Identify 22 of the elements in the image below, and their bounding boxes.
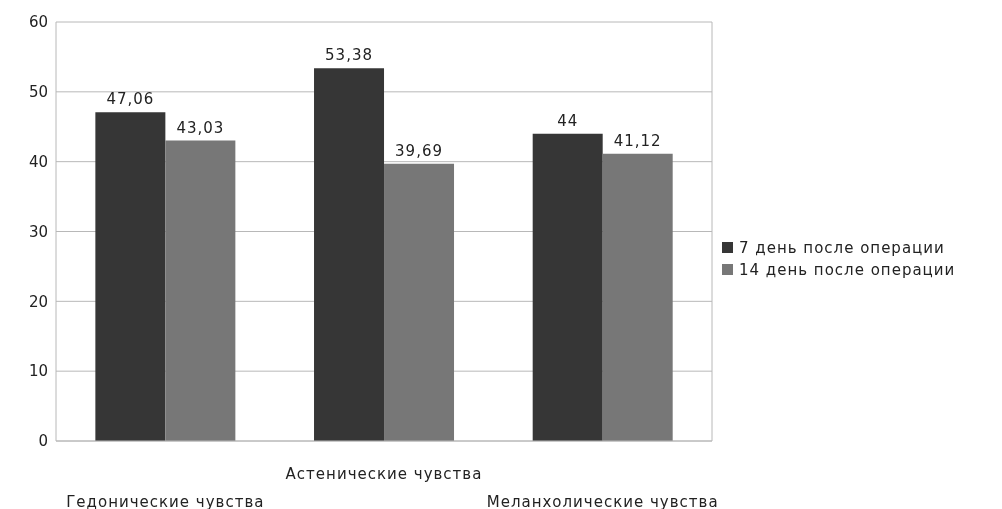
data-label: 47,06 — [106, 90, 155, 109]
y-tick-label: 50 — [28, 83, 48, 102]
bar — [165, 140, 236, 441]
data-label: 44 — [557, 111, 579, 130]
y-tick-label: 30 — [28, 222, 48, 241]
x-tick-label: Астенические чувства — [285, 465, 483, 483]
y-tick-label: 0 — [38, 432, 48, 451]
legend-label: 14 день после операции — [739, 260, 956, 279]
data-label: 41,12 — [613, 131, 662, 150]
bar — [314, 68, 385, 441]
data-label: 39,69 — [395, 141, 443, 160]
y-tick-label: 40 — [28, 152, 48, 171]
y-tick-label: 60 — [28, 13, 48, 32]
data-label: 53,38 — [325, 46, 373, 65]
bar — [532, 133, 603, 441]
legend-label: 7 день после операции — [739, 238, 945, 257]
y-tick-label: 10 — [28, 362, 48, 381]
bar — [95, 112, 166, 441]
y-tick-label: 20 — [28, 292, 48, 311]
data-label: 43,03 — [176, 118, 225, 137]
bar — [384, 163, 455, 441]
bar — [602, 153, 673, 441]
